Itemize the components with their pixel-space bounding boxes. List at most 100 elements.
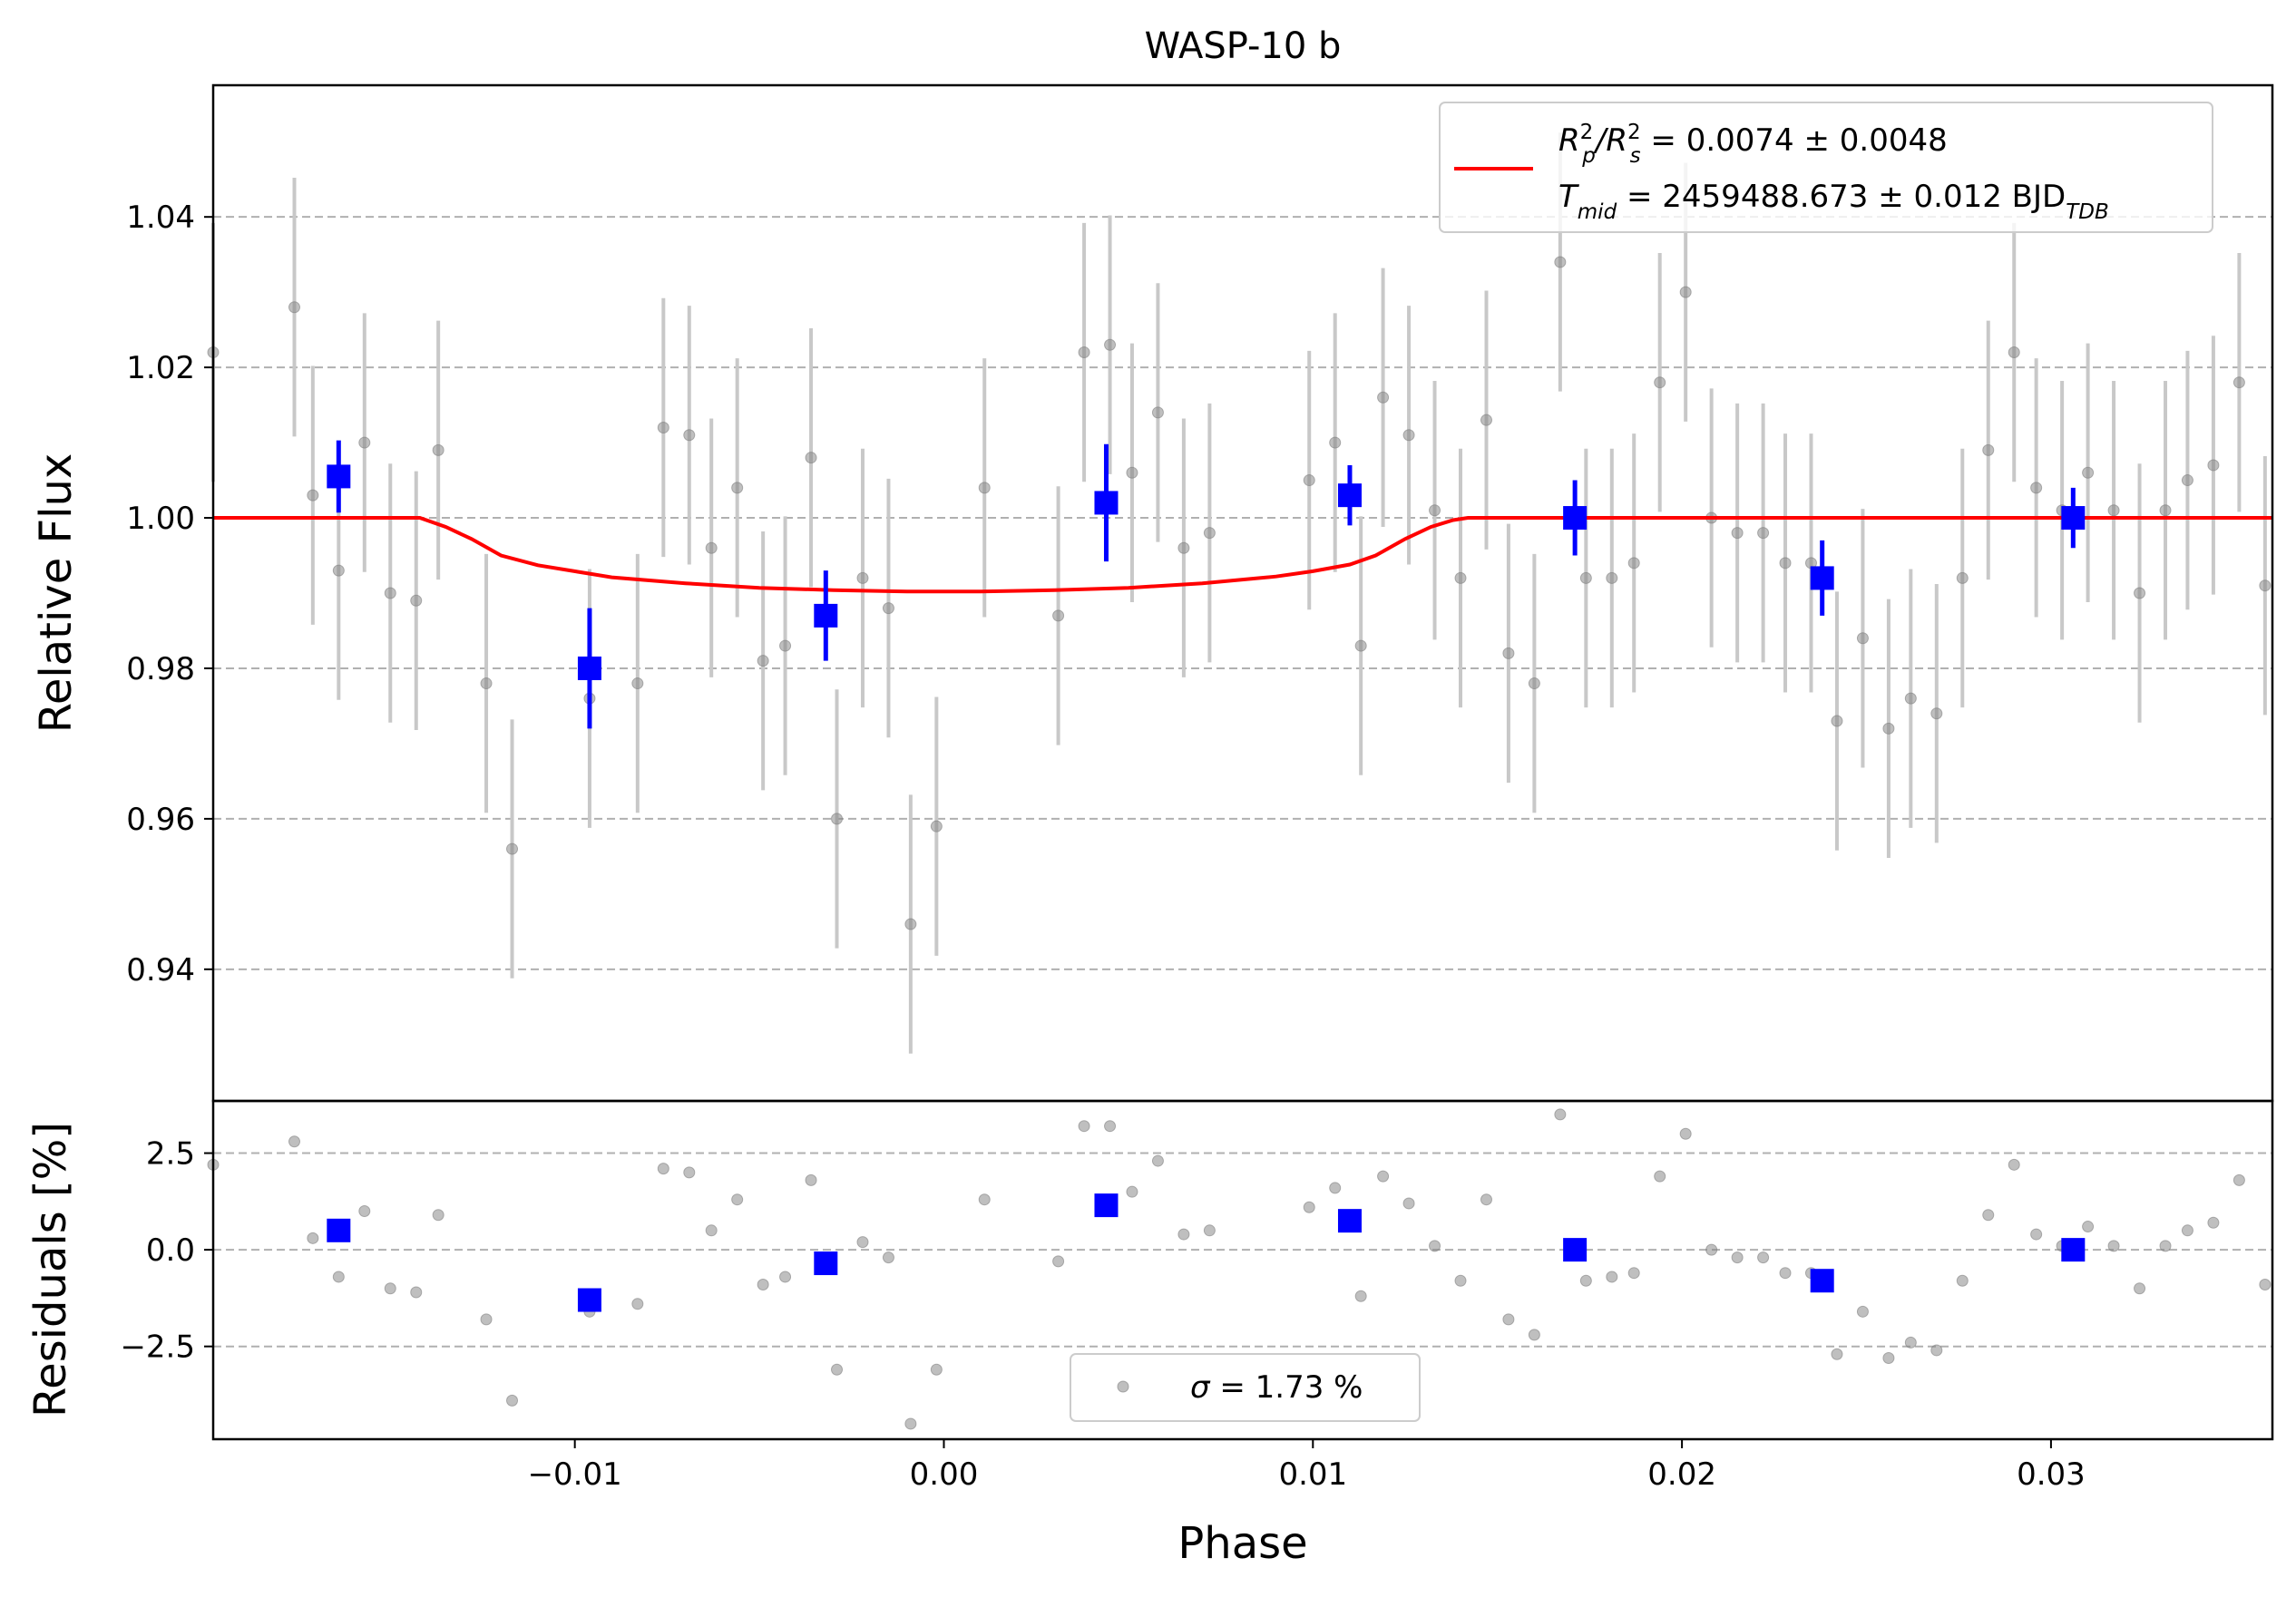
raw-point xyxy=(731,482,744,494)
residual-point xyxy=(307,1232,319,1244)
raw-point xyxy=(2082,466,2095,479)
raw-point xyxy=(705,541,718,554)
residual-point xyxy=(384,1282,396,1295)
top-ytick-label: 0.94 xyxy=(126,952,195,988)
top-ytick-label: 1.04 xyxy=(126,200,195,236)
top-raw-errorbars xyxy=(211,132,2267,1054)
top-binned-points xyxy=(327,464,2086,680)
residual-point xyxy=(1731,1251,1744,1264)
sigma-legend-text: σ = 1.73 % xyxy=(1190,1369,1363,1406)
residual-point xyxy=(1429,1240,1441,1252)
residual-point xyxy=(1454,1274,1467,1287)
residual-point xyxy=(432,1209,445,1222)
residual-point xyxy=(1126,1185,1138,1198)
raw-point xyxy=(1104,338,1117,351)
y-axis-label-flux: Relative Flux xyxy=(31,453,82,734)
residual-point xyxy=(1377,1170,1390,1183)
residual-point xyxy=(2181,1224,2193,1237)
residual-point xyxy=(882,1251,894,1264)
raw-point xyxy=(1203,527,1216,540)
residual-point xyxy=(2207,1216,2220,1229)
x-ticks: −0.01 0.00 0.01 0.02 0.03 xyxy=(528,1439,2086,1493)
raw-point xyxy=(1303,474,1315,487)
raw-point xyxy=(683,429,696,442)
raw-point xyxy=(882,602,894,615)
x-axis-label-phase: Phase xyxy=(1177,1518,1307,1569)
raw-point xyxy=(1151,406,1164,419)
raw-point xyxy=(1731,527,1744,540)
residual-point xyxy=(2134,1282,2146,1295)
raw-point xyxy=(1126,466,1138,479)
raw-point xyxy=(1831,715,1843,727)
raw-point xyxy=(2181,474,2193,487)
raw-point xyxy=(779,639,792,652)
residual-point xyxy=(856,1236,869,1249)
raw-point xyxy=(1882,722,1895,735)
raw-point xyxy=(1078,346,1090,359)
residual-point xyxy=(631,1298,644,1310)
residual-point xyxy=(1480,1193,1492,1206)
raw-point xyxy=(384,587,396,599)
sigma-legend-box xyxy=(1070,1353,1421,1422)
residual-point xyxy=(731,1193,744,1206)
raw-point xyxy=(1982,443,1995,456)
residual-point xyxy=(1606,1271,1618,1283)
residual-point xyxy=(705,1224,718,1237)
residual-point xyxy=(779,1271,792,1283)
residual-point xyxy=(930,1363,943,1376)
xtick-label: 0.02 xyxy=(1647,1456,1716,1493)
residual-point xyxy=(1303,1201,1315,1213)
bot-raw-points xyxy=(207,1108,2272,1430)
raw-point xyxy=(2259,579,2272,592)
residual-point xyxy=(506,1394,519,1407)
raw-point xyxy=(1354,639,1367,652)
raw-point xyxy=(757,655,769,667)
residual-point xyxy=(1078,1120,1090,1133)
binned-residual-point xyxy=(814,1251,838,1276)
binned-residual-point xyxy=(577,1288,601,1312)
binned-point xyxy=(1810,566,1834,590)
residual-point xyxy=(1679,1127,1692,1140)
residual-point xyxy=(1627,1267,1640,1280)
residual-point xyxy=(1579,1274,1592,1287)
raw-point xyxy=(2107,504,2120,517)
raw-point xyxy=(930,820,943,833)
bottom-ytick-label: 2.5 xyxy=(146,1136,195,1173)
xtick-label: 0.00 xyxy=(910,1456,979,1493)
raw-point xyxy=(1579,571,1592,584)
sigma-legend-marker xyxy=(1117,1380,1129,1393)
residual-point xyxy=(288,1135,300,1148)
binned-residual-point xyxy=(327,1218,351,1242)
fit-legend-box xyxy=(1439,102,2213,233)
raw-point xyxy=(2232,376,2245,389)
raw-point xyxy=(831,813,844,825)
binned-residual-point xyxy=(1094,1193,1119,1218)
xtick-label: 0.03 xyxy=(2017,1456,2086,1493)
residual-point xyxy=(683,1166,696,1179)
raw-point xyxy=(1856,632,1869,645)
raw-point xyxy=(288,301,300,314)
raw-point xyxy=(1429,504,1441,517)
residual-point xyxy=(1654,1170,1666,1183)
raw-point xyxy=(657,421,669,433)
fit-legend-depth: R2 p/R2 s = 0.0074 ± 0.0048 xyxy=(1558,121,1948,168)
raw-point xyxy=(2134,587,2146,599)
residual-point xyxy=(2259,1278,2272,1290)
xtick-label: −0.01 xyxy=(528,1456,622,1493)
binned-residual-point xyxy=(2061,1238,2086,1262)
binned-point xyxy=(814,603,838,628)
raw-point xyxy=(2159,504,2172,517)
top-raw-points xyxy=(207,256,2272,930)
raw-point xyxy=(2207,459,2220,472)
top-yticks: 0.94 0.96 0.98 1.00 1.02 1.04 xyxy=(126,200,213,988)
raw-point xyxy=(1606,571,1618,584)
residual-point xyxy=(1554,1108,1567,1121)
bottom-ytick-label: 0.0 xyxy=(146,1232,195,1269)
raw-point xyxy=(1779,557,1792,570)
fit-legend-tmid: Tmid = 2459488.673 ± 0.012 BJDTDB xyxy=(1558,179,2109,224)
raw-point xyxy=(1679,286,1692,298)
binned-residual-point xyxy=(1810,1269,1834,1293)
raw-point xyxy=(432,443,445,456)
transit-model-line xyxy=(213,516,2272,594)
raw-point xyxy=(480,677,493,690)
